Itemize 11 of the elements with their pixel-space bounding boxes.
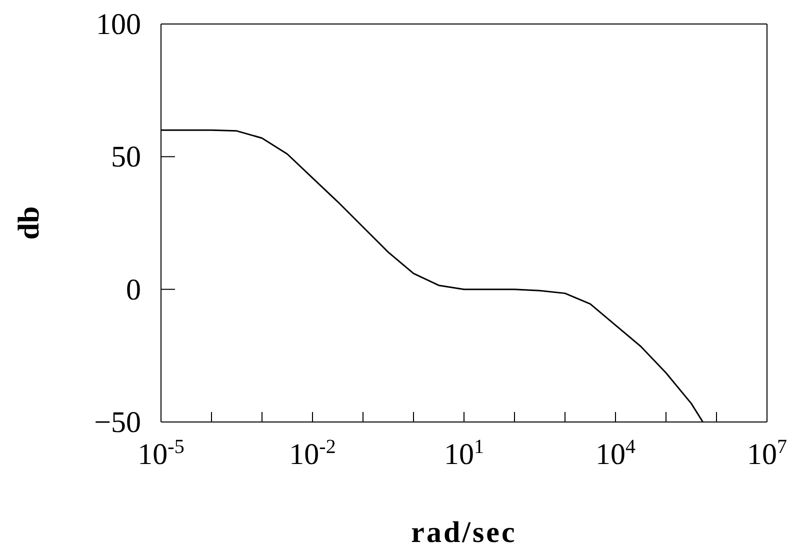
y-tick-label: 0 <box>126 273 141 306</box>
x-tick-label: 10$^{-5}$ <box>138 436 184 471</box>
y-tick-label: 100 <box>96 8 141 41</box>
y-tick-label: 50 <box>111 140 141 174</box>
x-tick-label: 10$^{-2}$ <box>289 436 336 471</box>
x-tick-label: 10$^{7}$ <box>747 436 787 471</box>
x-tick-label: 10$^{1}$ <box>444 436 484 471</box>
x-axis-title: rad/sec <box>411 516 517 549</box>
x-tick-label: 10$^{4}$ <box>596 436 636 471</box>
y-tick-label: −50 <box>94 406 141 439</box>
y-axis-title: db <box>12 206 46 240</box>
